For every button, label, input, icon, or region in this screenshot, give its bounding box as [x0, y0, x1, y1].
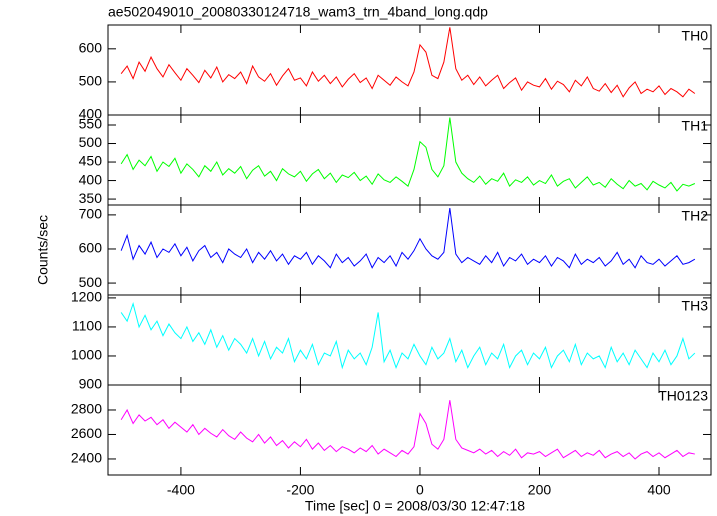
- y-tick-label: 450: [79, 153, 103, 169]
- x-tick-label: 200: [528, 482, 552, 498]
- x-tick-label: 400: [647, 482, 671, 498]
- y-tick-label: 350: [79, 190, 103, 206]
- y-tick-label: 900: [79, 376, 103, 392]
- x-tick-label: -200: [286, 482, 314, 498]
- panel-label: TH0: [682, 28, 709, 44]
- y-tick-label: 700: [79, 206, 103, 222]
- x-tick-label: -400: [167, 482, 195, 498]
- panel-frame: [107, 114, 712, 206]
- y-tick-label: 600: [79, 240, 103, 256]
- y-tick-label: 2400: [71, 450, 102, 466]
- y-tick-label: 500: [79, 274, 103, 290]
- chart-title: ae502049010_20080330124718_wam3_trn_4ban…: [108, 4, 488, 20]
- y-tick-label: 500: [79, 73, 103, 89]
- panel-frame: [107, 294, 712, 386]
- light-curve: [120, 400, 695, 460]
- light-curve: [120, 117, 696, 192]
- y-tick-label: 1000: [71, 347, 102, 363]
- panel-frame: [107, 24, 712, 116]
- panel-label: TH0123: [658, 388, 708, 404]
- light-curve: [120, 208, 696, 269]
- y-tick-label: 600: [79, 40, 103, 56]
- x-tick-label: 0: [416, 482, 424, 498]
- panel-frame: [107, 384, 712, 476]
- y-tick-label: 550: [79, 116, 103, 132]
- x-axis-label: Time [sec] 0 = 2008/03/30 12:47:18: [305, 498, 525, 514]
- y-tick-label: 2800: [71, 401, 102, 417]
- y-tick-label: 1100: [72, 318, 102, 334]
- panel-frame: [107, 204, 712, 296]
- light-curve: [120, 27, 696, 98]
- light-curve: [120, 301, 696, 370]
- panel-label: TH2: [682, 208, 709, 224]
- y-axis-label: Counts/sec: [35, 215, 51, 285]
- panel-label: TH3: [682, 298, 709, 314]
- panel-label: TH1: [682, 118, 709, 134]
- y-tick-label: 400: [79, 171, 103, 187]
- y-tick-label: 500: [79, 134, 103, 150]
- y-tick-label: 2600: [71, 425, 102, 441]
- y-tick-label: 400: [79, 106, 103, 122]
- y-tick-label: 1200: [71, 289, 102, 305]
